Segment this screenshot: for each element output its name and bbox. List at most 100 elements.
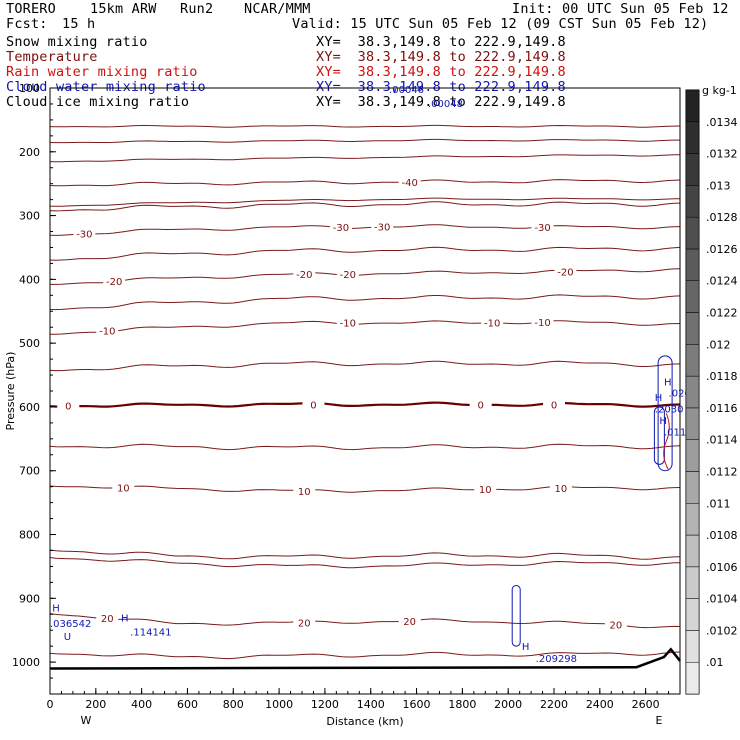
y-tick-label: 800 [19, 529, 40, 542]
colorbar-swatch [685, 503, 700, 536]
terrain-line [49, 647, 681, 670]
isotherm-label: 0 [310, 400, 316, 411]
isotherm-label-bg [96, 324, 119, 337]
y-tick-label: 200 [19, 146, 40, 159]
temperature-contours: -40 -30 -30 -30 -30 -20 -20 -20 -20 -10 -10 -10 -10 0… [49, 124, 681, 660]
isotherm-label: 0 [65, 402, 71, 413]
colorbar-label: .01 [706, 656, 724, 669]
colorbar-swatch [685, 661, 700, 695]
isotherm-label-bg [302, 398, 325, 411]
isotherm-label-bg [329, 220, 352, 233]
x-tick-label: 1800 [448, 698, 476, 711]
colorbar-label: .0104 [706, 593, 738, 606]
isotherm-label: -20 [557, 267, 573, 278]
colorbar-label: .0134 [706, 116, 738, 129]
isotherm-minor [49, 201, 681, 212]
isotherm-minor [49, 360, 681, 372]
axes: 0 200 400 600 800 1000 1200 1400 1600 1800 2000 220… [12, 82, 681, 711]
isotherm-label: -30 [534, 223, 550, 234]
x-tick-label: 2400 [586, 698, 614, 711]
isotherm-minor [49, 246, 681, 261]
colorbar-label: .0116 [706, 402, 738, 415]
isotherm-label-bg [469, 398, 492, 411]
y-tick-label: 300 [19, 210, 40, 223]
model-resolution: 15km ARW [90, 1, 157, 17]
colorbar-label: .0108 [706, 529, 738, 542]
colorbar-label: .0106 [706, 561, 738, 574]
colorbar-label: .0112 [706, 465, 738, 478]
forecast-label: Fcst: [6, 16, 48, 32]
model-run: Run2 [180, 1, 214, 17]
colorbar-swatch [685, 121, 700, 154]
isotherm-label-bg [543, 398, 565, 411]
isotherm-label-bg [398, 175, 421, 188]
plot-annotation: .2030 [655, 405, 684, 416]
plot-annotation: H [52, 604, 60, 615]
colorbar-label: .0114 [706, 434, 738, 447]
colorbar-label: .0128 [706, 211, 738, 224]
isotherm-label: -20 [340, 270, 356, 281]
isotherm-label-bg [293, 616, 316, 629]
plot-annotation: .0262 [669, 389, 698, 400]
isotherm-label-bg [336, 316, 359, 329]
isotherm-10 [49, 485, 681, 493]
x-tick-label: 2000 [494, 698, 522, 711]
isotherm-label-bg [293, 268, 316, 281]
isotherm-label-bg [531, 221, 554, 234]
colorbar-label: .0122 [706, 307, 738, 320]
x-tick-label: 1600 [403, 698, 431, 711]
field-rain-xy: XY= 38.3,149.8 to 222.9,149.8 [316, 64, 566, 80]
isotherm-label-bg [293, 485, 316, 498]
x-axis-label: Distance (km) [326, 715, 403, 728]
colorbar-swatch [685, 439, 700, 472]
field-cloudice-xy: XY= 38.3,149.8 to 222.9,149.8 [316, 94, 566, 110]
model-org: NCAR/MMM [244, 1, 311, 17]
cloud-water-contour [653, 406, 665, 465]
isotherm-label: 20 [298, 619, 311, 630]
x-tick-label: 1400 [357, 698, 385, 711]
isotherm-label: -30 [374, 223, 390, 234]
plot-annotation: .00048 [428, 99, 463, 110]
colorbar-swatch [685, 375, 700, 409]
isotherm-minor [49, 443, 681, 451]
colorbar-swatch [685, 216, 700, 250]
isotherm-label: 20 [101, 614, 114, 625]
isotherm-label: 10 [298, 487, 311, 498]
isotherm-label-bg [604, 618, 627, 631]
init-time: Init: 00 UTC Sun 05 Feb 12 [512, 1, 729, 17]
isotherm-label-bg [474, 483, 497, 496]
isotherm-label-bg [336, 267, 359, 280]
x-tick-label: 400 [131, 698, 152, 711]
colorbar-swatch [685, 344, 700, 377]
isotherm-0 [49, 401, 681, 408]
isotherm-upper [49, 138, 680, 144]
isotherm-label-bg [554, 265, 577, 278]
isotherm-label-bg [112, 481, 135, 494]
y-tick-label: 100 [19, 82, 40, 95]
colorbar-label: .011 [706, 497, 731, 510]
isotherm-label: 0 [478, 400, 484, 411]
isotherm--40 [49, 179, 681, 187]
colorbar-swatch [685, 312, 700, 345]
isotherm-label: -10 [534, 318, 550, 329]
x-tick-label: 2200 [540, 698, 568, 711]
isotherm-label-bg [73, 227, 96, 240]
plot-annotation: H [121, 613, 129, 624]
isotherm-label: 0 [551, 400, 557, 411]
colorbar-swatch [685, 566, 700, 599]
colorbar: .01 .0102 .0104 .0106 .0108 .011 .0112 .0114 .01… [685, 84, 738, 695]
plot-annotation: H [522, 642, 530, 653]
y-tick-label: 1000 [12, 656, 40, 669]
plot-annotation: H [664, 377, 672, 388]
y-axis-label: Pressure (hPa) [4, 352, 17, 431]
field-rain-name: Rain water mixing ratio [6, 64, 198, 80]
isotherm--30 [49, 224, 681, 236]
field-cloudice-name: Cloud ice mixing ratio [6, 94, 190, 110]
colorbar-swatch [685, 471, 700, 504]
colorbar-swatch [685, 630, 700, 663]
isotherm-label-bg [57, 399, 80, 412]
x-tick-label: 0 [47, 698, 54, 711]
east-label: E [656, 714, 663, 727]
colorbar-swatch [685, 153, 700, 186]
colorbar-unit: g kg-1 [702, 84, 737, 97]
